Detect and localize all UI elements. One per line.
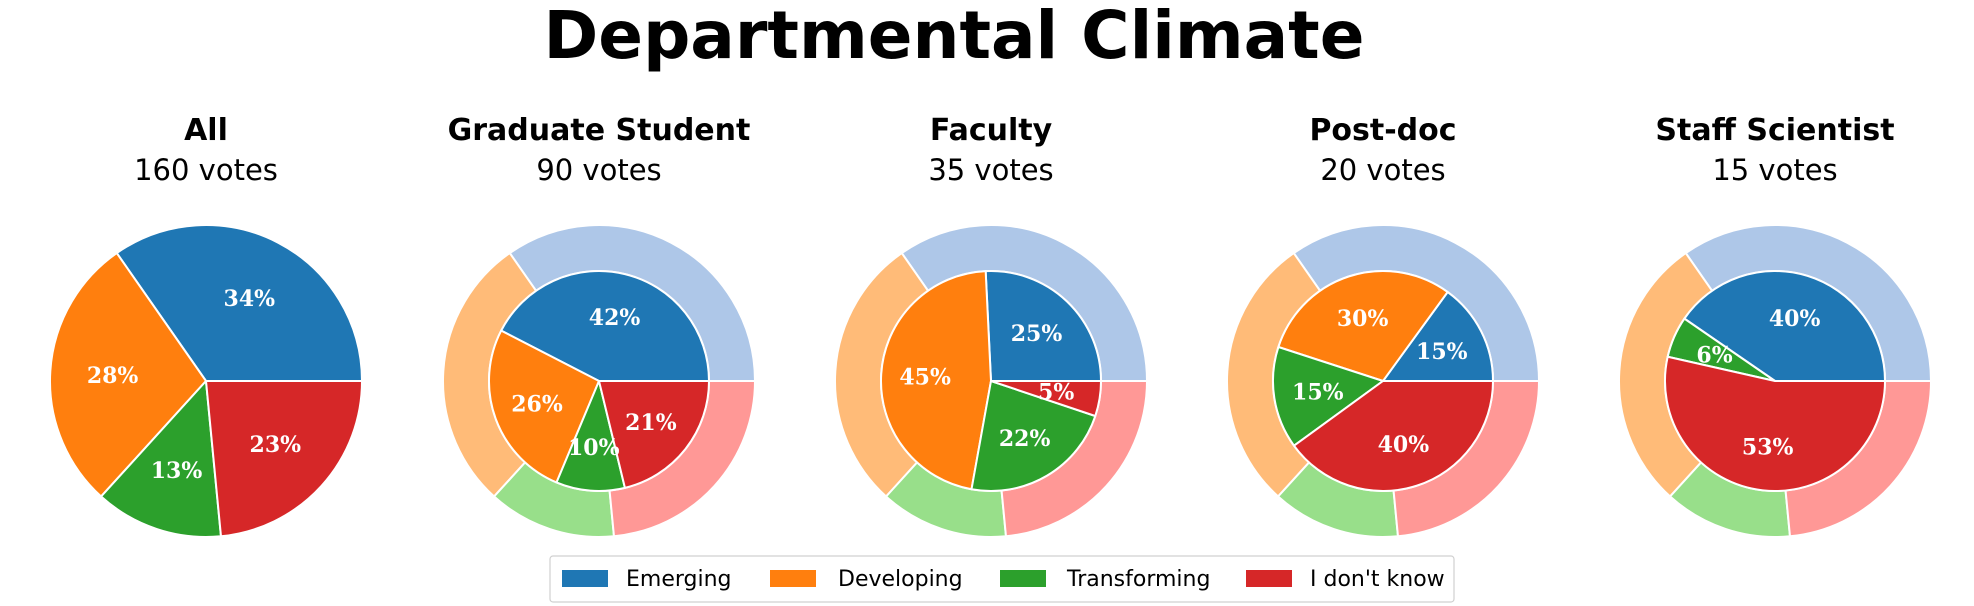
slice-label-emerging: 25% <box>1011 321 1063 347</box>
slice-emerging <box>115 224 363 382</box>
panel-votes: 160 votes <box>134 153 278 187</box>
slice-label-transforming: 15% <box>1292 379 1344 405</box>
legend-swatch-developing <box>770 570 816 587</box>
slice-label-developing: 26% <box>511 392 563 418</box>
slice-label-i-don-t-know: 40% <box>1378 432 1430 458</box>
slice-transforming <box>970 380 1097 492</box>
slice-emerging <box>500 270 710 382</box>
legend-swatch-emerging <box>562 570 608 587</box>
panel-votes: 35 votes <box>928 153 1053 187</box>
slice-developing <box>49 252 207 498</box>
slice-label-transforming: 22% <box>999 426 1051 452</box>
slice-emerging <box>1683 270 1886 382</box>
slice-label-transforming: 13% <box>151 458 203 484</box>
slice-label-i-don-t-know: 5% <box>1038 380 1074 406</box>
slice-label-developing: 28% <box>87 363 139 389</box>
slice-i-don-t-know <box>598 380 710 489</box>
slice-emerging <box>1382 291 1494 382</box>
panel-title: Post-doc <box>1309 113 1456 148</box>
slice-i-don-t-know <box>990 380 1102 418</box>
slice-label-transforming: 6% <box>1696 343 1732 369</box>
slice-label-i-don-t-know: 53% <box>1742 435 1794 461</box>
panel-title: Faculty <box>930 113 1053 148</box>
slice-i-don-t-know <box>205 380 363 538</box>
slice-label-emerging: 34% <box>224 286 276 312</box>
panel-title: All <box>184 113 228 148</box>
panel-title: Staff Scientist <box>1655 113 1894 148</box>
legend-label-developing: Developing <box>838 567 963 592</box>
panel-title: Graduate Student <box>448 113 751 148</box>
slice-label-emerging: 42% <box>589 305 641 331</box>
slice-i-don-t-know <box>1293 380 1494 492</box>
slice-label-emerging: 40% <box>1769 306 1821 332</box>
pie-panel-post-doc: Post-doc 20 votes 15% 30% 15% 40% <box>1226 113 1541 538</box>
slice-transforming <box>1271 346 1384 447</box>
legend-swatch-i-dont-know <box>1246 570 1292 587</box>
pie-panels: All 160 votes 34% 28% 13% 23% Graduate Student… <box>49 113 1933 538</box>
legend-swatch-transforming <box>1000 570 1046 587</box>
panel-votes: 15 votes <box>1712 153 1837 187</box>
legend: Emerging Developing Transforming I don't… <box>549 555 1455 603</box>
slice-i-don-t-know <box>1664 355 1886 492</box>
slice-label-emerging: 15% <box>1416 339 1468 365</box>
slice-developing <box>880 270 992 491</box>
slice-label-developing: 45% <box>899 365 951 391</box>
slice-label-i-don-t-know: 21% <box>625 410 677 436</box>
slice-emerging <box>984 270 1102 382</box>
figure-title: Departmental Climate <box>544 0 1365 74</box>
slice-developing <box>1277 269 1449 382</box>
pie-panel-faculty: Faculty 35 votes 25% 45% 22% 5% <box>834 113 1149 538</box>
slice-transforming <box>100 380 222 538</box>
legend-label-i-dont-know: I don't know <box>1310 567 1445 592</box>
legend-label-transforming: Transforming <box>1066 567 1210 592</box>
panel-votes: 20 votes <box>1320 153 1445 187</box>
panel-votes: 90 votes <box>536 153 661 187</box>
pie-panel-staff-scientist: Staff Scientist 15 votes 40% 6% 53% <box>1618 113 1933 538</box>
pie-panel-all: All 160 votes 34% 28% 13% 23% <box>49 113 363 538</box>
legend-label-emerging: Emerging <box>626 567 732 592</box>
slice-label-i-don-t-know: 23% <box>250 432 302 458</box>
slice-label-transforming: 10% <box>568 435 620 461</box>
pie-panel-graduate-student: Graduate Student 90 votes 42% 26%10%21% <box>442 113 757 538</box>
slice-label-developing: 30% <box>1337 306 1389 332</box>
